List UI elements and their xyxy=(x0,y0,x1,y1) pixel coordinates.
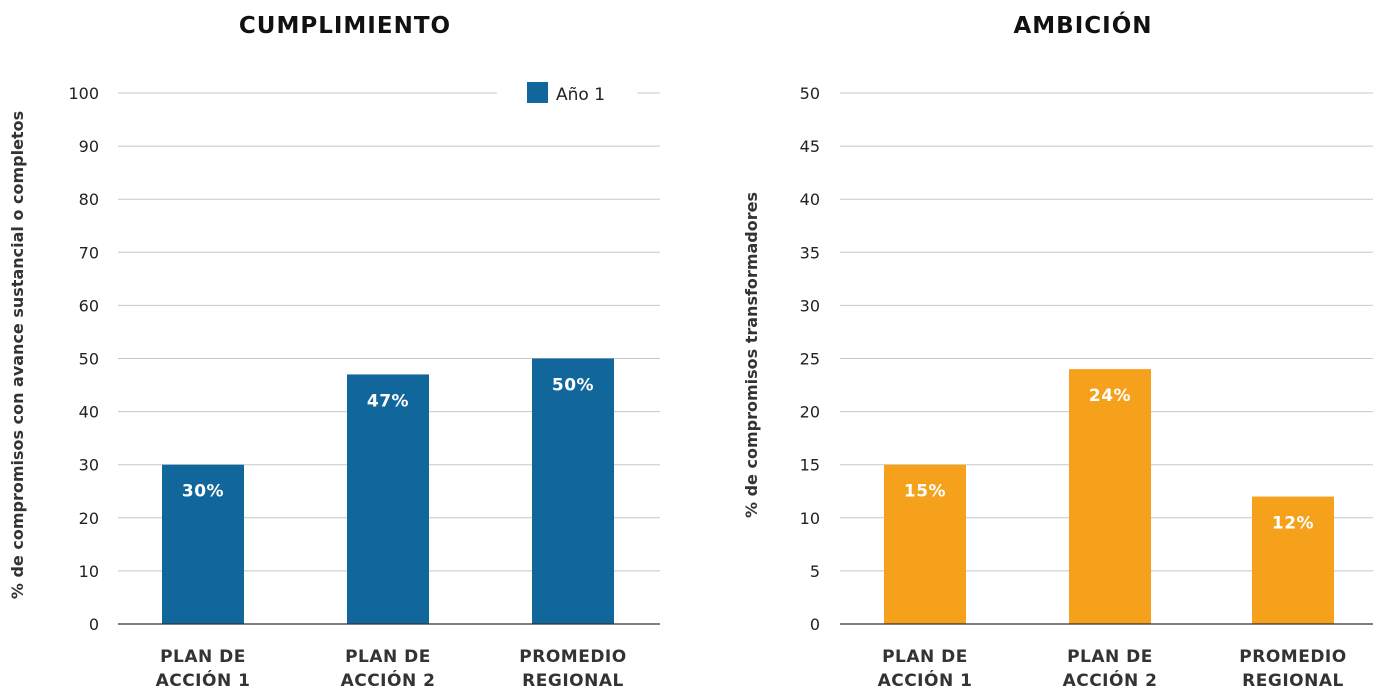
chart-title: AMBICIÓN xyxy=(1013,11,1152,39)
x-category-label-line: ACCIÓN 2 xyxy=(341,669,436,690)
y-tick-label: 0 xyxy=(810,615,820,634)
chart-1: CUMPLIMIENTO % de compromisos con avance … xyxy=(8,13,660,690)
y-tick-label: 70 xyxy=(79,243,99,262)
bar xyxy=(1252,496,1334,624)
x-category-label-line: ACCIÓN 1 xyxy=(156,669,251,690)
x-category-label-line: PROMEDIO xyxy=(1239,647,1346,667)
x-category-label-line: ACCIÓN 2 xyxy=(1063,669,1158,690)
y-tick-label: 35 xyxy=(800,243,820,262)
x-category-label: PROMEDIO REGIONAL xyxy=(519,647,626,690)
y-tick-label: 20 xyxy=(79,509,99,528)
y-tick-label: 30 xyxy=(800,296,820,315)
x-category-label-line: PLAN DE xyxy=(882,647,968,667)
y-tick-label: 40 xyxy=(79,403,99,422)
bar-data-label: 24% xyxy=(1089,386,1131,406)
bar xyxy=(532,358,614,624)
x-category-label-line: PLAN DE xyxy=(345,647,431,667)
x-category-label: PLAN DE ACCIÓN 1 xyxy=(878,647,973,690)
x-category-label-line: REGIONAL xyxy=(522,671,624,690)
bar-data-label: 15% xyxy=(904,482,946,502)
y-tick-label: 5 xyxy=(810,562,820,581)
y-tick-label: 40 xyxy=(800,190,820,209)
x-category-label: PLAN DE ACCIÓN 2 xyxy=(341,647,436,690)
y-axis-title: % de compromisos transformadores xyxy=(742,192,761,518)
y-tick-label: 20 xyxy=(800,403,820,422)
x-category-label-line: PLAN DE xyxy=(160,647,246,667)
y-tick-label: 90 xyxy=(79,137,99,156)
bar xyxy=(1069,369,1151,624)
chart-title: CUMPLIMIENTO xyxy=(239,13,451,39)
y-tick-label: 50 xyxy=(800,84,820,103)
bar-data-label: 30% xyxy=(182,482,224,502)
bar-data-label: 47% xyxy=(367,391,409,411)
y-axis-title: % de compromisos con avance sustancial o… xyxy=(8,111,27,599)
bar-data-label: 12% xyxy=(1272,514,1314,534)
x-category-label: PLAN DE ACCIÓN 1 xyxy=(156,647,251,690)
y-tick-label: 80 xyxy=(79,190,99,209)
bar xyxy=(347,374,429,624)
y-tick-label: 60 xyxy=(79,296,99,315)
x-category-label: PROMEDIO REGIONAL xyxy=(1239,647,1346,690)
legend-swatch xyxy=(527,82,548,103)
bar xyxy=(884,464,966,624)
x-category-label-line: PROMEDIO xyxy=(519,647,626,667)
bar-data-label: 50% xyxy=(552,376,594,396)
x-category-label-line: REGIONAL xyxy=(1242,671,1344,690)
y-tick-label: 100 xyxy=(68,84,99,103)
y-tick-label: 15 xyxy=(800,456,820,475)
y-tick-label: 25 xyxy=(800,350,820,369)
y-tick-label: 0 xyxy=(89,615,99,634)
x-category-label: PLAN DE ACCIÓN 2 xyxy=(1063,647,1158,690)
x-category-label-line: ACCIÓN 1 xyxy=(878,669,973,690)
y-tick-label: 10 xyxy=(800,509,820,528)
x-category-label-line: PLAN DE xyxy=(1067,647,1153,667)
y-tick-label: 50 xyxy=(79,350,99,369)
legend-entry: Año 1 xyxy=(556,85,605,105)
chart-2: AMBICIÓN % de compromisos transformadores… xyxy=(742,11,1373,690)
y-tick-label: 45 xyxy=(800,137,820,156)
y-tick-label: 10 xyxy=(79,562,99,581)
y-tick-label: 30 xyxy=(79,456,99,475)
legend: Año 1 xyxy=(497,79,637,107)
legend-background xyxy=(497,79,637,107)
bar xyxy=(162,464,244,624)
